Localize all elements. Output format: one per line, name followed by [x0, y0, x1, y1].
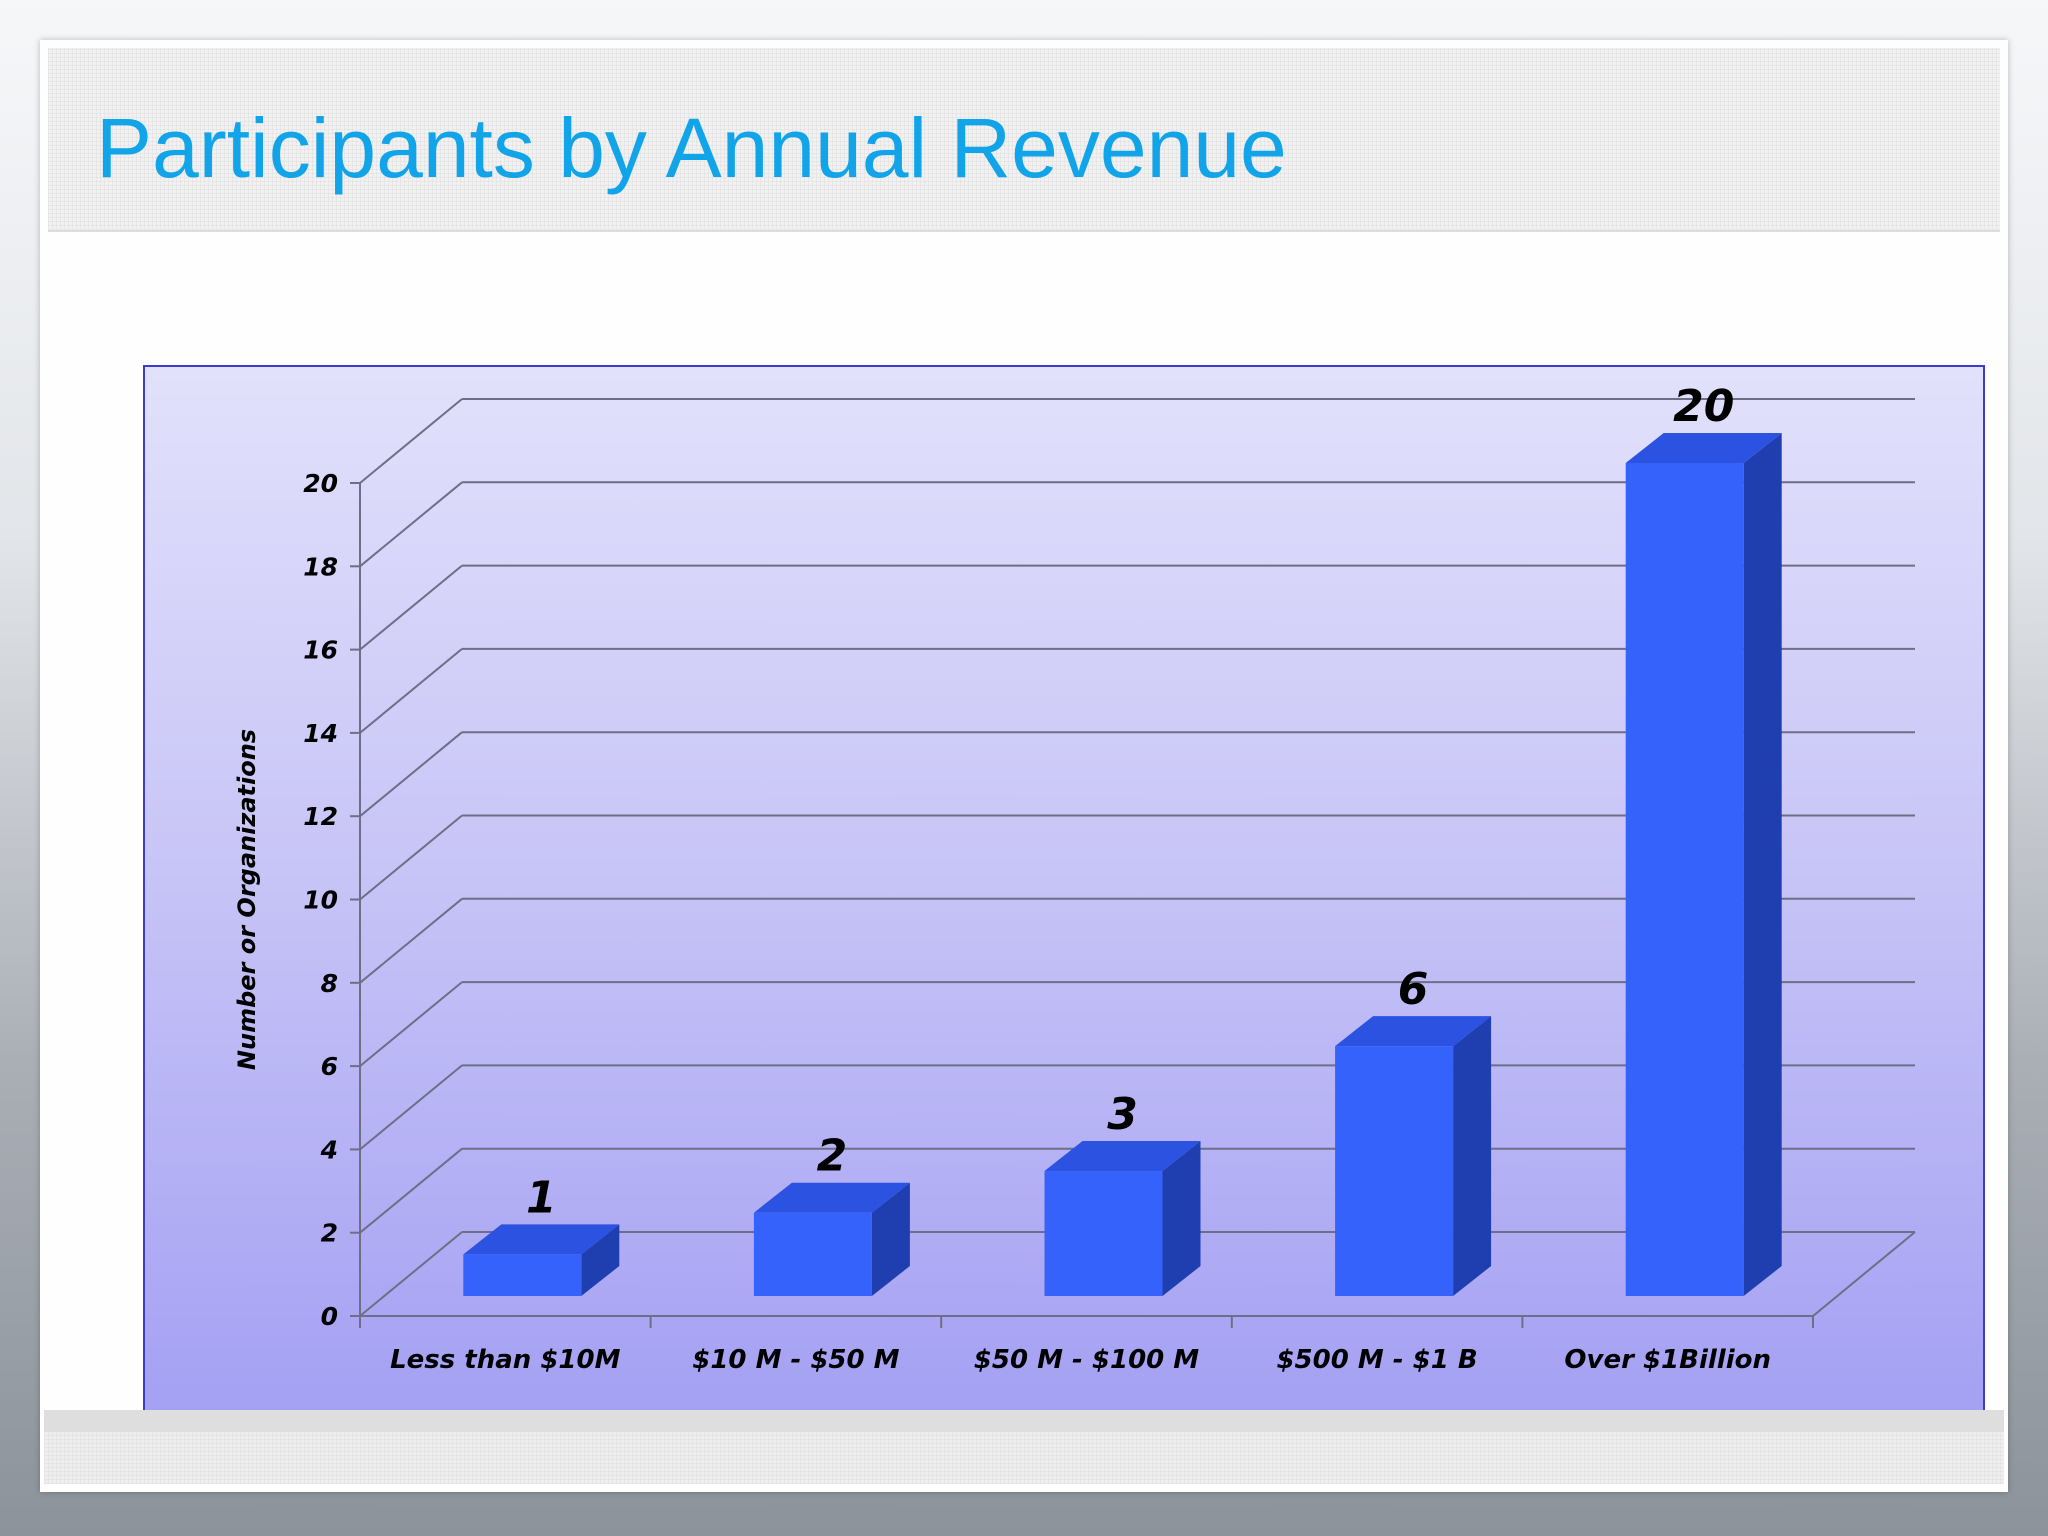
bar-side [1743, 433, 1782, 1296]
y-tick-label: 16 [303, 636, 338, 665]
data-label: 1 [526, 1172, 557, 1223]
data-label: 20 [1673, 381, 1734, 432]
x-tick-label: Over $1Billion [1564, 1345, 1771, 1375]
bar-side [581, 1224, 620, 1296]
data-label: 2 [817, 1131, 848, 1182]
x-tick-label: Less than $10M [390, 1345, 621, 1375]
grid-line-diagonal [359, 814, 463, 901]
y-tick-label: 8 [321, 969, 338, 998]
y-tick-label: 10 [303, 886, 338, 915]
footer-band [44, 1410, 2004, 1484]
bar [1625, 463, 1744, 1296]
y-tick-label: 0 [321, 1302, 338, 1331]
chart-container: 0 2 4 6 8 10 12 14 16 18 20 Number or Organizations… [143, 365, 1985, 1420]
y-tick-label: 20 [303, 469, 338, 498]
grid-line-diagonal [359, 481, 463, 568]
y-axis-title: Number or Organizations [233, 729, 261, 1070]
x-tick-label: $500 M - $1 B [1276, 1345, 1477, 1375]
x-tick-label: $10 M - $50 M [692, 1345, 899, 1375]
slide: Participants by Annual Revenue 0 2 4 6 8 10 12… [40, 40, 2008, 1492]
bar-top [463, 1224, 620, 1255]
grid-line-diagonal [359, 648, 463, 734]
y-tick-label: 2 [321, 1219, 338, 1248]
grid-line-diagonal [359, 564, 463, 651]
x-tick-label: $50 M - $100 M [974, 1345, 1200, 1375]
grid-line-diagonal [359, 898, 463, 984]
bar-side [871, 1182, 910, 1296]
grid-line-diagonal [359, 1147, 463, 1234]
bar [463, 1254, 582, 1296]
bar-side [1453, 1016, 1492, 1296]
y-tick-label: 6 [321, 1052, 338, 1081]
y-tick-label: 12 [303, 802, 338, 831]
grid-line-diagonal [359, 1064, 463, 1151]
y-tick-label: 18 [303, 552, 338, 581]
bar [1044, 1171, 1163, 1296]
data-label: 3 [1107, 1089, 1138, 1140]
bar-top [1335, 1016, 1492, 1047]
grid-line-diagonal [359, 398, 463, 484]
bar-top [1625, 433, 1782, 463]
bar-top [753, 1182, 910, 1213]
slide-title: Participants by Annual Revenue [96, 101, 1287, 195]
bar-side [1162, 1141, 1201, 1296]
data-label: 6 [1398, 964, 1429, 1015]
grid-line-diagonal [359, 981, 463, 1067]
grid-line-diagonal [359, 1231, 463, 1317]
bar-top [1044, 1141, 1201, 1172]
bar [1335, 1046, 1454, 1296]
y-tick-label: 4 [320, 1135, 338, 1164]
grid-line-diagonal [359, 731, 463, 817]
title-band: Participants by Annual Revenue [48, 48, 2000, 232]
bar [753, 1212, 872, 1296]
y-tick-label: 14 [303, 719, 338, 748]
